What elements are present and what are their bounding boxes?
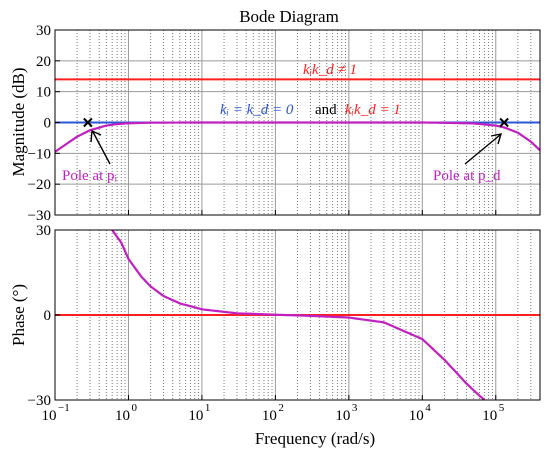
y-tick-label: 30 (36, 223, 51, 239)
phase-y-ticks: −30 0 30 (28, 223, 60, 409)
x-tick-exponent: 3 (352, 402, 358, 414)
pole-marker-x-icon (83, 117, 93, 128)
red-line-label: kᵢk_d ≠ 1 (303, 62, 357, 78)
x-tick-label: 10 (409, 408, 424, 424)
red-line-label-2: kᵢk_d = 1 (345, 102, 401, 118)
y-tick-label: −20 (28, 177, 51, 193)
x-tick-exponent: −1 (58, 402, 70, 414)
x-tick-exponent: 5 (499, 402, 505, 414)
x-tick-label: 10 (115, 408, 130, 424)
magnitude-y-label: Magnitude (dB) (9, 67, 28, 176)
and-label: and (315, 102, 337, 118)
pole-right-arrow (464, 133, 503, 165)
x-tick-exponent: 0 (131, 402, 137, 414)
pole-left-label: Pole at pᵢ (62, 168, 117, 184)
y-tick-label: −30 (28, 393, 51, 409)
pole-right-label: Pole at p_d (433, 168, 501, 184)
magenta-series-line (54, 121, 541, 153)
magnitude-y-ticks: −30 −20 −10 0 10 20 30 (28, 23, 60, 224)
x-tick-exponent: 4 (425, 402, 431, 414)
x-axis-label: Frequency (rad/s) (255, 429, 375, 448)
x-tick-label: 10 (42, 408, 57, 424)
y-tick-label: 0 (44, 116, 52, 132)
x-tick-exponent: 2 (278, 402, 284, 414)
y-tick-label: 10 (36, 85, 51, 101)
magenta-series-line (111, 229, 486, 401)
x-tick-label: 10 (335, 408, 350, 424)
magnitude-series (54, 78, 541, 153)
y-tick-label: 20 (36, 54, 51, 70)
blue-line-label: kᵢ = k_d = 0 (220, 102, 294, 118)
chart-title: Bode Diagram (239, 7, 339, 26)
x-tick-label: 10 (262, 408, 277, 424)
x-tick-exponent: 1 (205, 402, 211, 414)
phase-y-label: Phase (°) (9, 284, 28, 346)
x-tick-label: 10 (482, 408, 497, 424)
y-tick-label: 30 (36, 23, 51, 39)
phase-series (55, 229, 540, 401)
x-tick-labels: 10 −1 10 0 10 1 10 2 10 3 10 4 10 5 (42, 210, 505, 424)
x-tick-label: 10 (188, 408, 203, 424)
pole-markers (83, 117, 509, 128)
pole-left-arrow (90, 129, 111, 165)
y-tick-label: −10 (28, 146, 51, 162)
y-tick-label: 0 (44, 308, 52, 324)
pole-marker-x-icon (499, 117, 509, 128)
y-tick-label: −30 (28, 208, 51, 224)
